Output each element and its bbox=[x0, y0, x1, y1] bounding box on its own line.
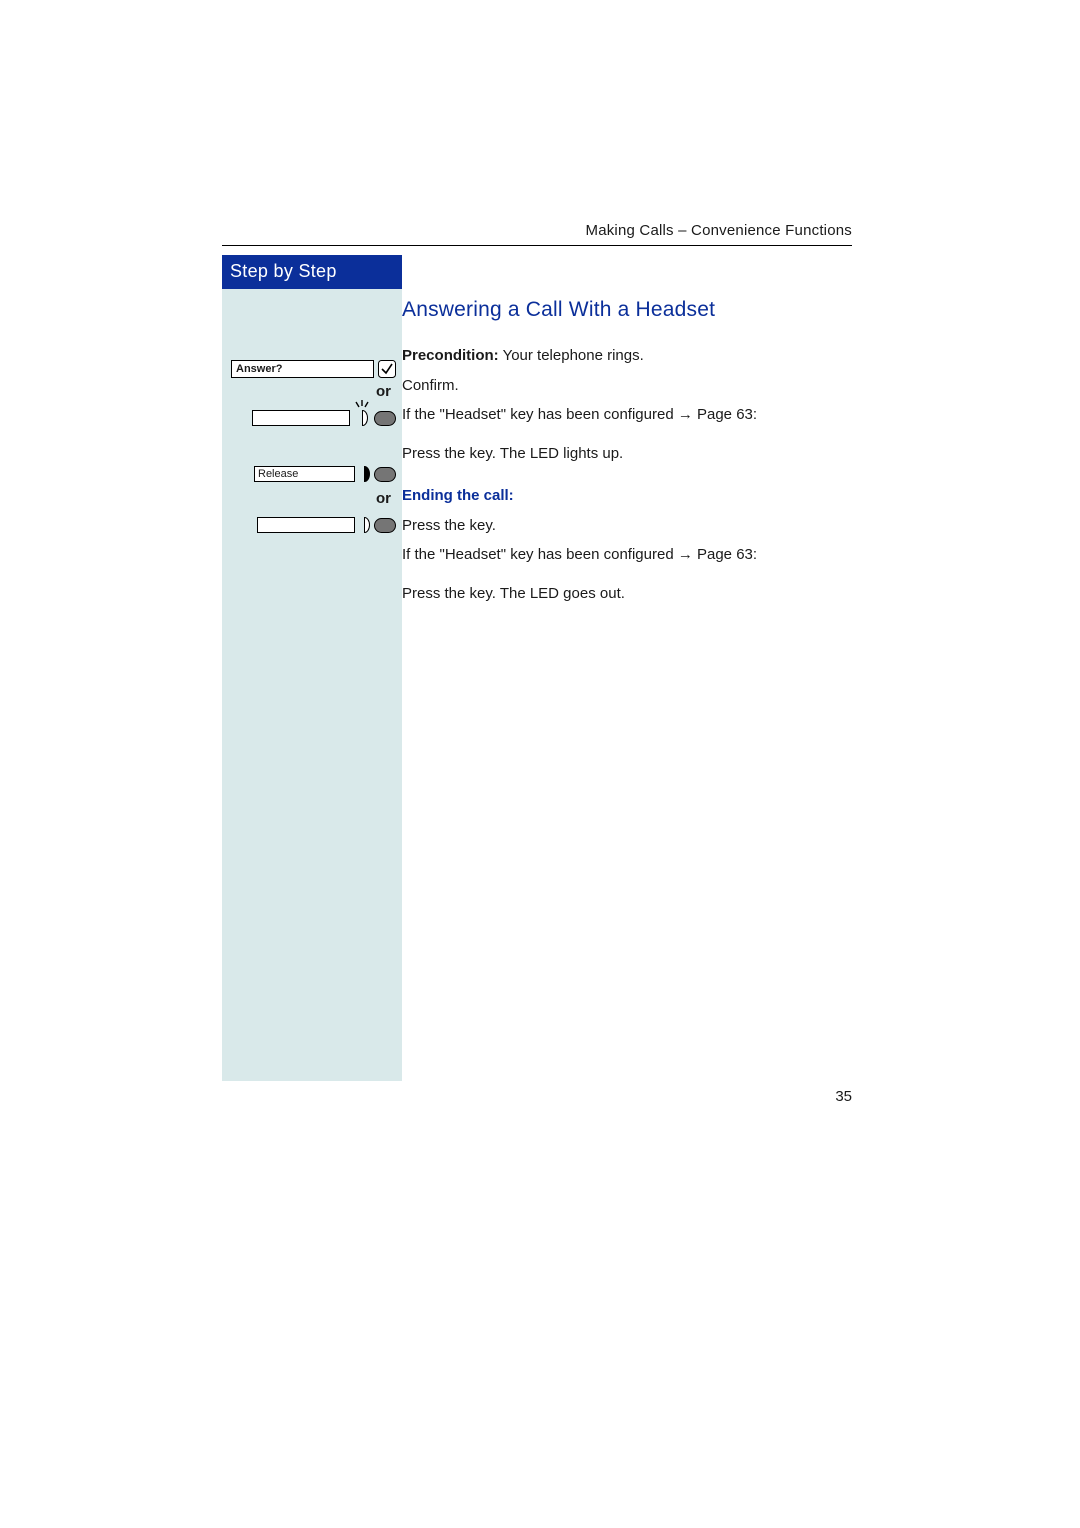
body-column: Answering a Call With a Headset Precondi… bbox=[402, 255, 852, 604]
press-key-line: Press the key. bbox=[402, 516, 852, 536]
step-headset-off bbox=[257, 517, 396, 533]
led-flash-icon bbox=[354, 400, 370, 426]
release-key: Release bbox=[254, 466, 355, 482]
sidebar-header: Step by Step bbox=[222, 255, 402, 289]
led-half-icon bbox=[359, 466, 370, 482]
running-header: Making Calls – Convenience Functions bbox=[586, 222, 853, 239]
step-answer-display: Answer? bbox=[231, 360, 396, 378]
precondition-text: Your telephone rings. bbox=[499, 347, 644, 364]
or-label-2: or bbox=[376, 490, 391, 507]
confirm-line: Confirm. bbox=[402, 376, 852, 396]
led-pill-release bbox=[374, 467, 396, 482]
step-release-key: Release bbox=[254, 466, 396, 482]
led-off-icon bbox=[374, 518, 396, 533]
display-answer: Answer? bbox=[231, 360, 374, 378]
ok-key-icon bbox=[378, 360, 396, 378]
step-headset-on bbox=[252, 400, 396, 426]
precondition-line: Precondition: Your telephone rings. bbox=[402, 346, 852, 366]
blank-key-1 bbox=[252, 410, 350, 426]
or-label-1: or bbox=[376, 383, 391, 400]
ending-call-heading: Ending the call: bbox=[402, 487, 852, 504]
led-on-line: Press the key. The LED lights up. bbox=[402, 444, 852, 464]
led-off-line: Press the key. The LED goes out. bbox=[402, 584, 852, 604]
headset-cfg-line-2: If the "Headset" key has been configured… bbox=[402, 545, 852, 565]
header-rule bbox=[222, 245, 852, 246]
led-half-off-icon bbox=[359, 517, 370, 533]
headset-cfg-line-1: If the "Headset" key has been configured… bbox=[402, 405, 852, 425]
page-root: Making Calls – Convenience Functions Ste… bbox=[0, 0, 1080, 1528]
blank-key-2 bbox=[257, 517, 355, 533]
led-on-icon bbox=[374, 411, 396, 426]
page-number: 35 bbox=[835, 1088, 852, 1105]
section-title: Answering a Call With a Headset bbox=[402, 298, 852, 322]
step-sidebar: Step by Step Answer? or bbox=[222, 255, 402, 1081]
precondition-label: Precondition: bbox=[402, 347, 499, 364]
